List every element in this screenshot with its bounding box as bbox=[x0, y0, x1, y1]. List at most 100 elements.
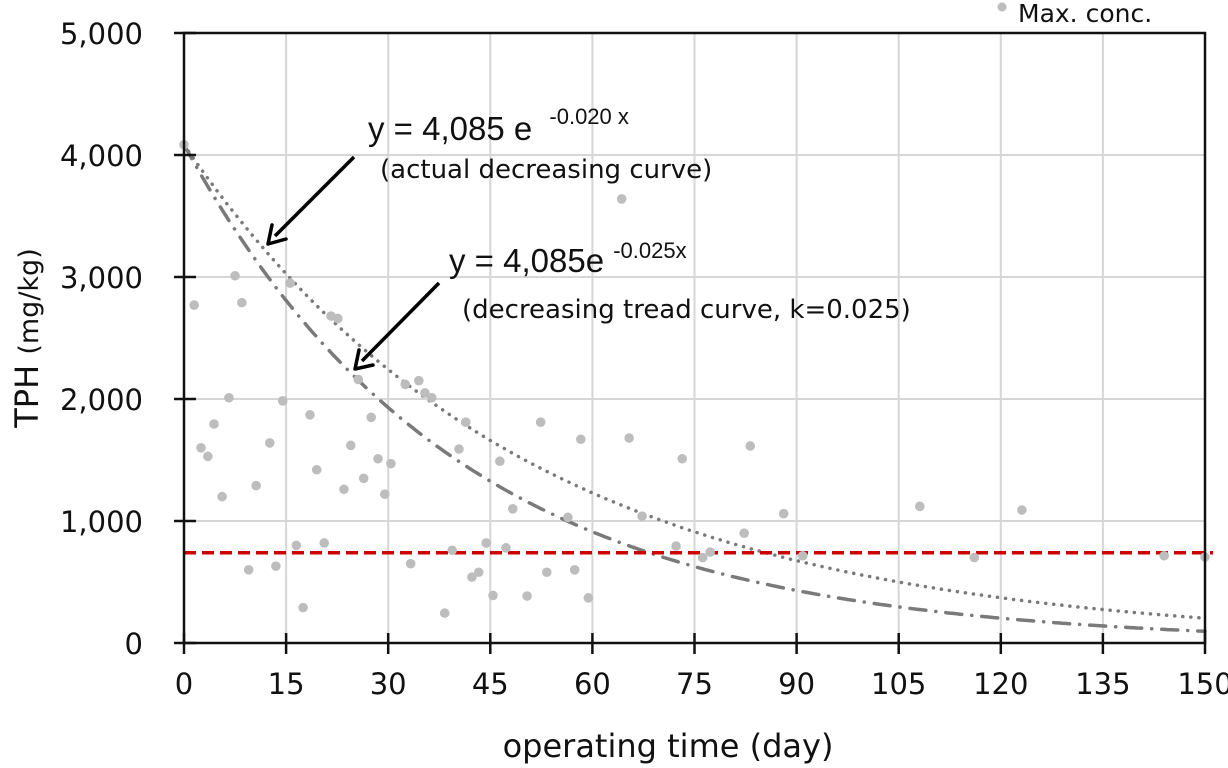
annotation-actual-arrow bbox=[273, 155, 356, 238]
svg-text:y = 4,085 e -0.020 x: y = 4,085 e -0.020 x bbox=[368, 104, 629, 147]
data-point bbox=[311, 464, 322, 475]
data-point bbox=[697, 552, 708, 563]
data-point bbox=[797, 550, 808, 561]
data-point bbox=[616, 194, 627, 204]
data-point bbox=[264, 438, 275, 448]
data-point bbox=[563, 512, 573, 523]
data-point bbox=[576, 434, 586, 445]
legend: Max. conc. bbox=[997, 0, 1152, 28]
data-point bbox=[488, 590, 498, 601]
data-point bbox=[439, 608, 450, 618]
data-point bbox=[541, 567, 552, 578]
data-point bbox=[203, 451, 213, 462]
annotation-trend-curve: y = 4,085e -0.025x (decreasing tread cur… bbox=[353, 238, 911, 371]
annotation-actual-description: (actual decreasing curve) bbox=[380, 155, 712, 185]
data-point bbox=[373, 453, 383, 464]
data-point bbox=[467, 572, 477, 582]
data-point bbox=[224, 392, 234, 403]
data-point bbox=[251, 480, 261, 491]
data-point bbox=[366, 412, 376, 423]
annotation-trend-description: (decreasing tread curve, k=0.025) bbox=[462, 295, 911, 325]
data-point bbox=[473, 567, 484, 578]
data-point bbox=[237, 297, 247, 308]
data-point bbox=[1159, 550, 1169, 561]
legend-label: Max. conc. bbox=[1018, 0, 1152, 28]
x-tick-label: 135 bbox=[1075, 667, 1130, 701]
data-point bbox=[739, 528, 749, 538]
legend-marker bbox=[997, 2, 1007, 12]
svg-text:y = 4,085e -0.025x: y = 4,085e -0.025x bbox=[449, 238, 687, 279]
scatter-points bbox=[179, 139, 1210, 618]
data-point bbox=[705, 547, 715, 557]
actual-decreasing-curve bbox=[182, 142, 1207, 620]
x-tick-label: 15 bbox=[268, 667, 305, 701]
axes bbox=[174, 31, 1207, 654]
data-point bbox=[405, 558, 416, 569]
data-point bbox=[271, 561, 281, 571]
data-point bbox=[420, 388, 430, 398]
data-point bbox=[447, 545, 457, 556]
x-tick-label: 120 bbox=[973, 667, 1028, 701]
data-point bbox=[353, 374, 364, 385]
annotation-trend-exponent: -0.025x bbox=[613, 238, 686, 263]
y-axis-title-unit: (mg/kg) bbox=[14, 248, 45, 354]
data-point bbox=[583, 593, 594, 603]
data-point bbox=[481, 538, 492, 548]
data-point bbox=[230, 270, 240, 281]
data-point bbox=[386, 458, 396, 469]
data-point bbox=[305, 410, 315, 420]
data-point bbox=[624, 433, 634, 443]
data-point bbox=[217, 491, 227, 502]
data-point bbox=[535, 417, 546, 427]
data-point bbox=[501, 543, 511, 553]
data-point bbox=[298, 602, 308, 613]
y-axis-title: TPH (mg/kg) bbox=[8, 248, 46, 428]
data-point bbox=[637, 511, 647, 521]
data-point bbox=[671, 541, 681, 551]
data-point bbox=[454, 444, 464, 454]
x-tick-label: 0 bbox=[175, 667, 193, 701]
x-tick-label: 45 bbox=[472, 667, 509, 701]
data-point bbox=[243, 565, 254, 575]
y-tick-label: 1,000 bbox=[60, 505, 143, 539]
y-tick-label: 0 bbox=[125, 627, 143, 661]
data-point bbox=[379, 489, 390, 499]
x-tick-label: 30 bbox=[370, 667, 407, 701]
data-point bbox=[969, 552, 980, 563]
decreasing-trend-curve bbox=[182, 142, 1207, 634]
annotation-trend-equation: y = 4,085e bbox=[449, 242, 604, 279]
data-point bbox=[277, 396, 288, 406]
annotation-actual-curve: y = 4,085 e -0.020 x (actual decreasing … bbox=[266, 104, 712, 246]
data-point bbox=[285, 278, 295, 288]
data-point bbox=[319, 538, 330, 548]
x-tick-label: 60 bbox=[574, 667, 611, 701]
data-point bbox=[345, 440, 356, 451]
data-point bbox=[358, 473, 369, 484]
data-point bbox=[460, 417, 471, 427]
data-point bbox=[426, 392, 437, 403]
x-tick-label: 75 bbox=[676, 667, 713, 701]
data-point bbox=[189, 300, 200, 310]
data-point bbox=[1017, 505, 1027, 515]
data-point bbox=[915, 501, 925, 512]
data-point bbox=[569, 565, 580, 575]
annotation-actual-exponent: -0.020 x bbox=[549, 104, 629, 129]
data-point bbox=[291, 540, 302, 551]
y-tick-label: 5,000 bbox=[60, 17, 143, 51]
y-tick-label: 3,000 bbox=[60, 261, 143, 295]
x-tick-label: 150 bbox=[1177, 667, 1228, 701]
data-point bbox=[209, 419, 219, 429]
data-point bbox=[333, 313, 343, 324]
y-axis-title-main: TPH bbox=[8, 365, 46, 429]
x-tick-labels: 0 15 30 45 60 75 90 105 120 135 150 bbox=[175, 667, 1228, 701]
y-tick-label: 4,000 bbox=[60, 139, 143, 173]
x-tick-label: 105 bbox=[871, 667, 926, 701]
annotation-trend-arrowhead bbox=[353, 348, 375, 371]
data-point bbox=[414, 375, 424, 386]
svg-text:TPH (mg/kg): TPH (mg/kg) bbox=[8, 248, 46, 428]
data-point bbox=[778, 508, 789, 519]
annotation-actual-equation: y = 4,085 e bbox=[368, 110, 532, 147]
data-point bbox=[522, 591, 532, 601]
data-point bbox=[745, 441, 756, 451]
